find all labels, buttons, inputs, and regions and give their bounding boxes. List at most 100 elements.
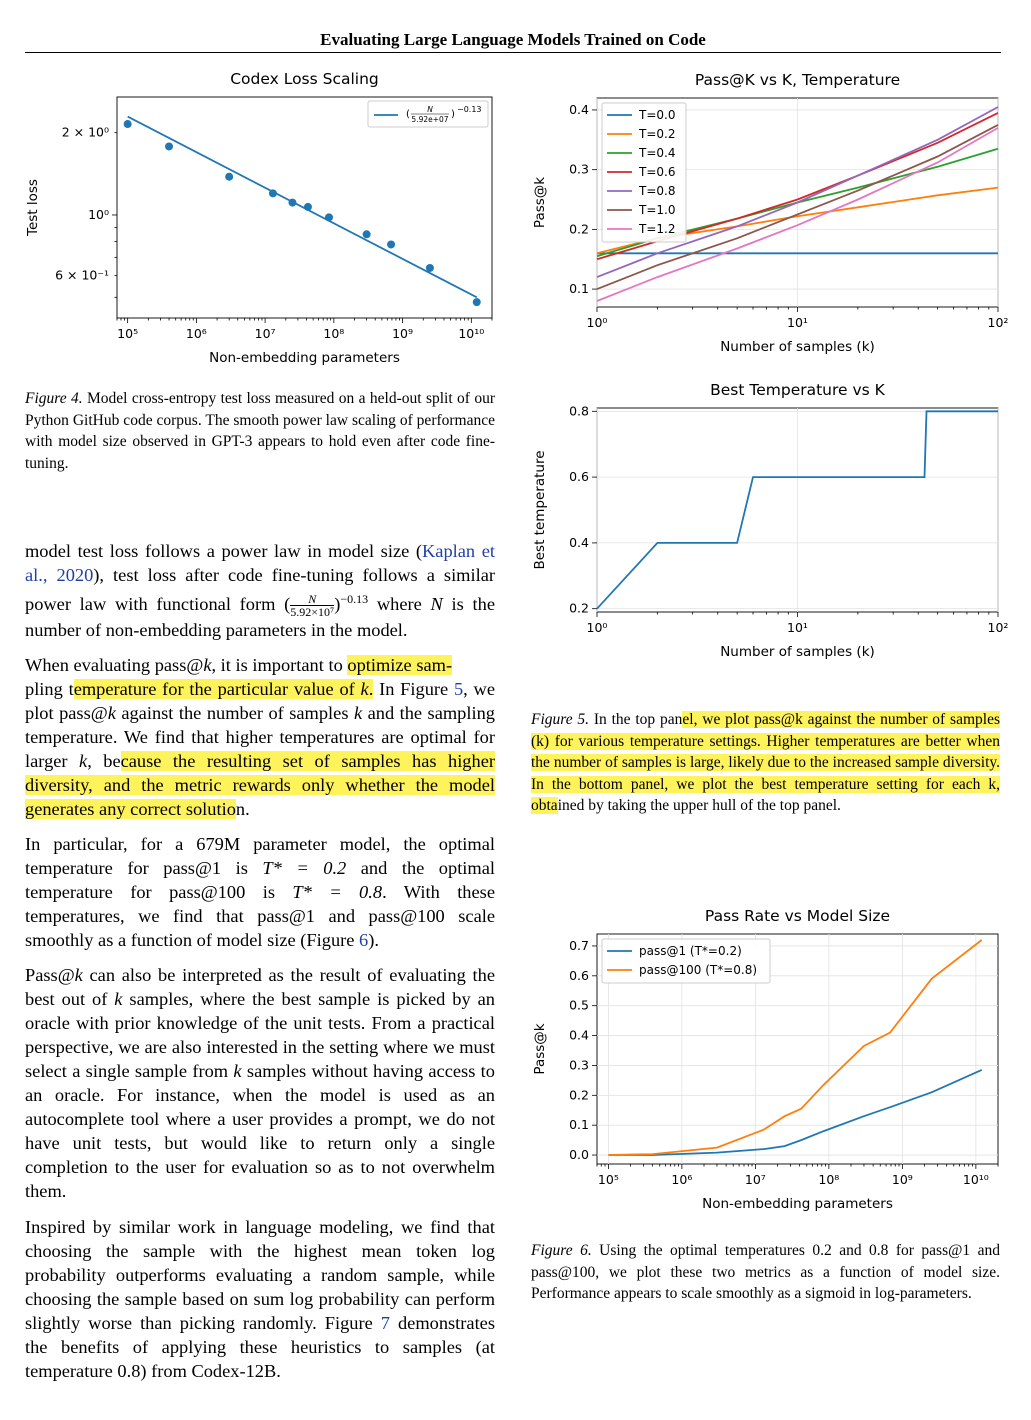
legend-label: T=0.2 [638,127,675,141]
y-tick-label: 0.2 [569,1087,589,1102]
legend-label: T=0.8 [638,184,675,198]
legend-exponent: −0.13 [457,105,482,114]
x-axis-label: Number of samples (k) [720,339,875,355]
data-point [288,198,297,207]
legend-box [601,102,687,243]
x-tick-label: 10² [988,620,1009,635]
series-line [608,939,983,1156]
y-tick-label: 0.4 [569,1028,589,1043]
fit-line [127,115,478,299]
y-tick-label: 6 × 10⁻¹ [55,268,109,283]
figure-4-caption-text: Model cross-entropy test loss measured o… [25,390,495,472]
running-title: Evaluating Large Language Models Trained… [320,30,706,49]
legend-box [601,938,771,984]
p4-text-a: Pass@ [25,965,75,986]
legend-fraction-denominator: 5.92e+07 [411,115,448,124]
p3-math-t2: T* = 0.8 [292,882,383,903]
y-tick-label: 0.3 [569,162,589,177]
exponent: −0.13 [340,592,369,606]
p2-text-f: against the number of samples [115,703,354,724]
legend-label: T=0.0 [638,108,675,122]
series-line [596,106,999,278]
var-k: k [233,1061,242,1082]
legend-label: T=0.4 [638,146,675,160]
figure-5-caption-text-b: ined by taking the upper hull of the top… [557,797,841,814]
y-tick-label: 10⁰ [88,207,109,222]
p2-highlight-2-text: emperature for the particular value of [73,679,361,700]
x-axis-label: Non-embedding parameters [702,1196,893,1212]
series-line [596,127,999,302]
data-point [268,189,277,198]
x-tick-label: 10⁰ [587,620,608,635]
p2-text-g: and the sampling temperature. We find th… [25,703,495,772]
p4-text-c: samples, where the best sample is picked… [25,989,495,1082]
var-k: k [74,965,83,986]
x-tick-label: 10⁸ [818,1172,839,1187]
x-tick-label: 10⁹ [392,326,413,341]
var-k: k [203,655,212,676]
p2-text-h: , be [87,751,121,772]
figure-5-ref-link[interactable]: 5 [453,679,464,700]
paragraph-1: model test loss follows a power law in m… [25,541,495,641]
y-tick-label: 0.6 [569,968,589,983]
legend-label: T=1.2 [638,222,675,236]
data-point [165,142,174,151]
y-tick-label: 0.2 [569,601,589,616]
body-text-column: model test loss follows a power law in m… [25,539,495,1394]
series-line [596,410,998,610]
data-point [387,240,396,249]
p4-text-b: can also be interpreted as the result of… [25,965,495,1010]
figure-7-ref-link[interactable]: 7 [380,1313,390,1334]
y-tick-label: 0.5 [569,998,589,1013]
var-k: k [353,703,363,724]
x-tick-label: 10¹ [787,315,808,330]
series-line [596,124,999,290]
legend-label: pass@100 (T*=0.8) [639,963,757,977]
x-tick-label: 10¹⁰ [458,326,484,341]
figure-5-top-chart: Pass@K vs K, Temperature Number of sample… [532,71,1008,355]
y-tick-label: 0.1 [569,1117,589,1132]
y-tick-label: 0.4 [569,535,589,550]
figure-6-chart: Pass Rate vs Model Size Non-embedding par… [532,907,999,1212]
p1-text-c: where [368,594,431,615]
y-tick-label: 0.6 [569,469,589,484]
chart-title: Pass Rate vs Model Size [705,907,890,925]
series-line [608,1069,983,1156]
p2-text-e: , we plot pass@ [25,679,495,724]
legend-fraction-numerator: N [427,105,433,114]
data-point [324,213,333,222]
data-point [472,298,481,307]
p5-text-b: demonstrates the benefits of applying th… [25,1313,495,1382]
p3-text-b: and the optimal temperature for pass@100… [25,858,495,903]
p1-text-a: model test loss follows a power law in m… [25,541,423,561]
fraction-numerator: N [290,593,335,607]
fraction-denominator: 5.92×10⁷ [290,605,335,620]
plot-frame [596,933,999,1165]
figure-6-ref-link[interactable]: 6 [359,930,369,951]
figure-5-label: Figure 5. [531,711,590,728]
x-axis-label: Non-embedding parameters [209,350,400,366]
p5-text-a: Inspired by similar work in language mod… [25,1217,495,1334]
p2-text-b: , it is important to [211,655,348,676]
y-axis-label: Best temperature [532,450,548,569]
y-tick-label: 0.8 [569,403,589,418]
legend-label: T=1.0 [638,203,675,217]
citation-kaplan-link[interactable]: Kaplan et al., 2020 [25,541,495,585]
x-tick-label: 10⁹ [892,1172,913,1187]
p2-text-i: n. [235,799,250,820]
legend-paren-close: ) [451,109,455,120]
data-point [425,263,434,272]
y-axis-label: Test loss [25,179,41,237]
figure-6-label: Figure 6. [531,1242,592,1259]
x-tick-label: 10¹⁰ [963,1172,989,1187]
p2-text-d: In Figure [373,679,454,700]
p2-highlight-2: emperature for the particular value of k… [73,679,374,700]
legend-paren-open: ( [406,109,410,120]
data-point [303,202,312,211]
x-tick-label: 10¹ [787,620,808,635]
x-tick-label: 10⁸ [323,326,344,341]
p3-text-c: . With these temperatures, we find that … [25,882,495,951]
data-point [362,230,371,239]
p2-text-a: When evaluating pass@ [25,655,204,676]
data-point [123,120,132,129]
